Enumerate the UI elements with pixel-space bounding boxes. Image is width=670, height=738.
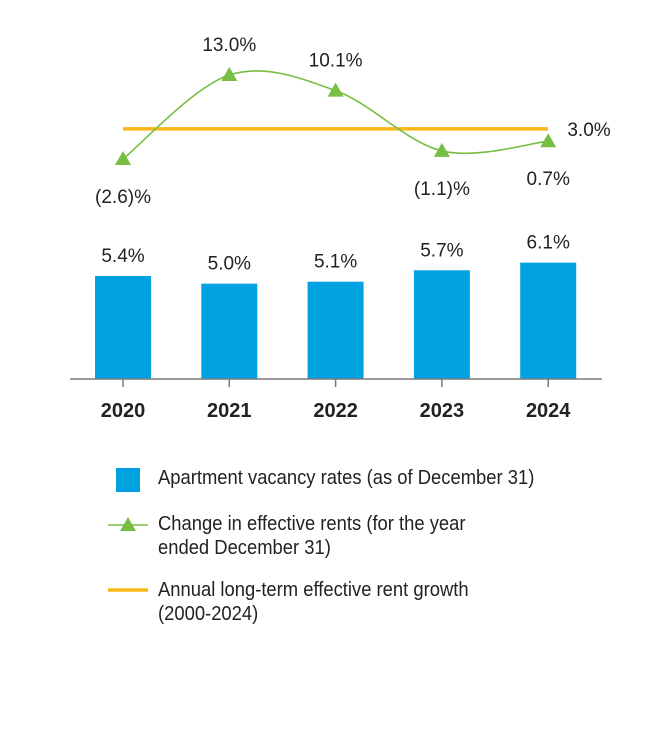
x-label-2022: 2022 <box>313 400 358 422</box>
x-axis-ticks <box>122 379 549 387</box>
rent-label-2022: 10.1% <box>309 51 363 72</box>
legend-rent-change-label-line: ended December 31) <box>158 537 331 559</box>
bar-2023 <box>413 270 470 379</box>
rent-label-2023: (1.1)% <box>414 179 470 200</box>
bar-2024 <box>520 262 577 379</box>
bar-2021 <box>201 283 258 379</box>
legend-rent-change: Change in effective rents (for the year e… <box>108 512 648 560</box>
rent-marker-2022 <box>327 82 344 97</box>
x-label-2020: 2020 <box>101 400 146 422</box>
bar-label-2021: 5.0% <box>208 254 251 275</box>
bar-2022 <box>307 281 364 379</box>
bar-2020 <box>95 276 151 379</box>
rent-label-2024: 0.7% <box>527 169 570 190</box>
legend-long-term-swatch <box>108 578 152 606</box>
rent-marker-2023 <box>433 142 450 157</box>
rent-marker-2020 <box>115 151 131 165</box>
bar-label-2020: 5.4% <box>101 246 144 267</box>
legend-vacancy-swatch <box>108 466 152 494</box>
long-term-growth-label: 3.0% <box>567 120 610 141</box>
long-term-growth-line: 3.0% <box>123 120 611 141</box>
legend-vacancy-label-line: Apartment vacancy rates (as of December … <box>158 467 535 489</box>
x-axis-labels: 2020 2021 2022 2023 2024 <box>101 400 572 422</box>
legend-rent-change-label: Change in effective rents (for the year e… <box>158 512 466 560</box>
rent-change-labels: (2.6)% 13.0% 10.1% (1.1)% 0.7% <box>95 35 570 208</box>
x-label-2021: 2021 <box>207 400 252 422</box>
bar-label-2023: 5.7% <box>420 240 463 261</box>
bar-label-2022: 5.1% <box>314 252 357 273</box>
legend-long-term-label-line: Annual long-term effective rent growth <box>158 579 469 601</box>
rent-marker-2024 <box>540 133 557 148</box>
legend-long-term-label-line: (2000-2024) <box>158 603 259 625</box>
rent-label-2021: 13.0% <box>202 35 256 56</box>
rent-change-line <box>115 67 557 165</box>
legend-rent-change-label-line: Change in effective rents (for the year <box>158 513 466 535</box>
legend-vacancy-label: Apartment vacancy rates (as of December … <box>158 466 534 490</box>
legend-long-term-label: Annual long-term effective rent growth (2… <box>158 578 469 626</box>
bar-value-labels: 5.4% 5.0% 5.1% 5.7% 6.1% <box>101 233 570 275</box>
x-label-2024: 2024 <box>526 400 571 422</box>
vacancy-bars <box>95 262 577 379</box>
bar-label-2024: 6.1% <box>527 233 570 254</box>
chart: 2020 2021 2022 2023 2024 5.4% 5.0% 5.1% 5.7% 6.1… <box>70 35 611 422</box>
legend-vacancy: Apartment vacancy rates (as of December … <box>108 466 648 494</box>
legend-rent-change-swatch <box>108 512 152 540</box>
legend-long-term: Annual long-term effective rent growth (2… <box>108 578 648 626</box>
legend: Apartment vacancy rates (as of December … <box>108 466 648 644</box>
rent-label-2020: (2.6)% <box>95 187 151 208</box>
x-label-2023: 2023 <box>420 400 465 422</box>
rent-marker-2021 <box>221 67 238 81</box>
